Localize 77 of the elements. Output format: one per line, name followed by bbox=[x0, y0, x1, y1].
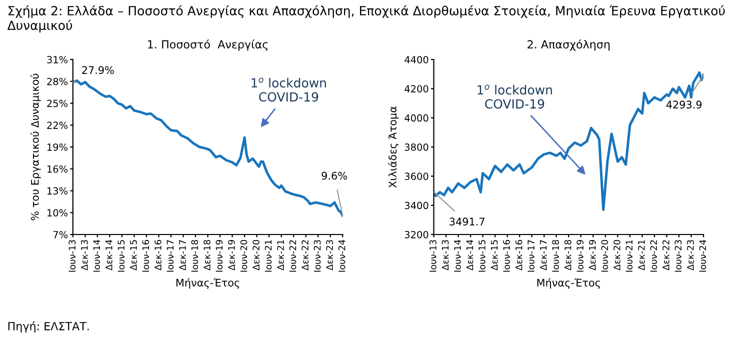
x-axis-title: Μήνας-Έτος bbox=[537, 278, 600, 289]
x-tick-label: Ιουν-24 bbox=[699, 240, 706, 272]
x-tick-label: Δεκ-23 bbox=[326, 240, 333, 270]
x-tick-label: Ιουν-17 bbox=[528, 240, 534, 272]
y-tick-label: 4200 bbox=[404, 85, 428, 92]
x-tick-label: Δεκ-20 bbox=[613, 240, 620, 270]
x-tick-label: Ιουν-13 bbox=[68, 240, 76, 272]
x-tick-label: Δεκ-21 bbox=[277, 240, 284, 270]
y-tick-label: 3200 bbox=[404, 230, 428, 238]
x-tick-label: Δεκ-15 bbox=[130, 240, 137, 270]
x-tick-label: Δεκ-18 bbox=[204, 240, 210, 270]
x-tick-label: Δεκ-14 bbox=[466, 240, 474, 270]
data-label: 27.9% bbox=[82, 66, 114, 74]
text: Σχήμα 2: Ελλάδα – Ποσοστό Ανεργίας και Απασχόληση, Εποχικά Διορθωμένα Στοιχεία, Μηνιαία Έρευνα Εργατικού Δυναμικού bbox=[7, 5, 725, 32]
x-tick-label: Ιουν-24 bbox=[338, 240, 346, 272]
x-tick-label: Ιουν-18 bbox=[552, 240, 559, 272]
x-tick-label: Δεκ-22 bbox=[662, 240, 670, 270]
x-tick-label: Ιουν-22 bbox=[650, 240, 658, 272]
x-tick-label: Δεκ-19 bbox=[588, 240, 596, 270]
x-tick-label: Ιουν-23 bbox=[314, 240, 321, 272]
x-tick-label: Δεκ-14 bbox=[106, 240, 112, 270]
text: Πηγή: ΕΛΣΤΑΤ. bbox=[8, 321, 89, 332]
x-tick-label: Ιουν-19 bbox=[576, 240, 584, 272]
x-tick-label: Δεκ-18 bbox=[564, 240, 572, 270]
x-tick-label: Δεκ-20 bbox=[252, 240, 260, 270]
x-tick-label: Δεκ-21 bbox=[638, 240, 645, 270]
x-tick-label: Ιουν-22 bbox=[289, 240, 296, 272]
y-tick-label: 3800 bbox=[404, 143, 428, 151]
chart-title: 1. Ποσοστό Ανεργίας bbox=[148, 40, 268, 51]
chart-title: 2. Απασχόληση bbox=[528, 40, 610, 51]
y-tick-label: 4400 bbox=[404, 56, 428, 64]
y-tick-label: 25% bbox=[47, 100, 68, 108]
x-tick-label: Δεκ-19 bbox=[228, 240, 235, 270]
y-tick-label: 28% bbox=[47, 78, 68, 86]
annotation: 1$^{o}$ lockdown COVID-19 bbox=[478, 84, 552, 109]
x-tick-label: Δεκ-13 bbox=[442, 240, 449, 270]
x-tick-label: Δεκ-17 bbox=[179, 240, 186, 270]
data-label: 3491.7 bbox=[450, 218, 484, 226]
y-tick-label: 4000 bbox=[404, 114, 428, 122]
y-tick-label: 3600 bbox=[404, 172, 428, 180]
x-tick-label: Ιουν-16 bbox=[142, 240, 150, 272]
y-tick-label: 10% bbox=[48, 209, 68, 216]
y-axis-title: Χιλιάδες Άτομα bbox=[388, 106, 399, 188]
x-tick-label: Ιουν-14 bbox=[454, 240, 461, 272]
data-label: 9.6% bbox=[322, 172, 347, 180]
x-tick-label: Ιουν-19 bbox=[216, 240, 223, 272]
x-tick-label: Ιουν-15 bbox=[478, 240, 486, 272]
line-series bbox=[434, 71, 704, 211]
x-axis-title: Μήνας-Έτος bbox=[176, 278, 240, 289]
annotation: 1$^{o}$ lockdown COVID-19 bbox=[252, 78, 326, 102]
x-tick-label: Δεκ-16 bbox=[154, 240, 162, 270]
x-tick-label: Ιουν-21 bbox=[264, 240, 272, 272]
data-label: 4293.9 bbox=[666, 100, 702, 109]
x-tick-label: Ιουν-13 bbox=[430, 240, 436, 272]
x-tick-label: Δεκ-17 bbox=[540, 240, 547, 270]
x-tick-label: Ιουν-20 bbox=[601, 240, 608, 272]
x-tick-label: Ιουν-18 bbox=[191, 240, 198, 272]
y-tick-label: 16% bbox=[48, 165, 68, 173]
x-tick-label: Ιουν-21 bbox=[626, 240, 633, 272]
x-tick-label: Ιουν-16 bbox=[503, 240, 510, 272]
y-axis-title: % του Εργατικού Δυναμικού bbox=[30, 74, 41, 220]
x-tick-label: Ιουν-14 bbox=[93, 240, 100, 272]
y-tick-label: 7% bbox=[53, 230, 68, 238]
x-tick-label: Ιουν-15 bbox=[118, 240, 125, 272]
x-tick-label: Ιουν-17 bbox=[166, 240, 174, 272]
y-tick-label: 31% bbox=[47, 56, 68, 64]
x-tick-label: Δεκ-15 bbox=[490, 240, 498, 270]
y-tick-label: 19% bbox=[48, 143, 68, 151]
x-tick-label: Δεκ-23 bbox=[686, 240, 694, 270]
x-tick-label: Δεκ-16 bbox=[515, 240, 522, 270]
y-tick-label: 13% bbox=[48, 187, 68, 195]
y-tick-label: 22% bbox=[47, 122, 68, 129]
x-tick-label: Δεκ-22 bbox=[302, 240, 308, 270]
x-tick-label: Ιουν-20 bbox=[240, 240, 248, 272]
x-tick-label: Ιουν-23 bbox=[674, 240, 682, 272]
y-tick-label: 3400 bbox=[404, 202, 428, 210]
x-tick-label: Δεκ-13 bbox=[80, 240, 88, 270]
